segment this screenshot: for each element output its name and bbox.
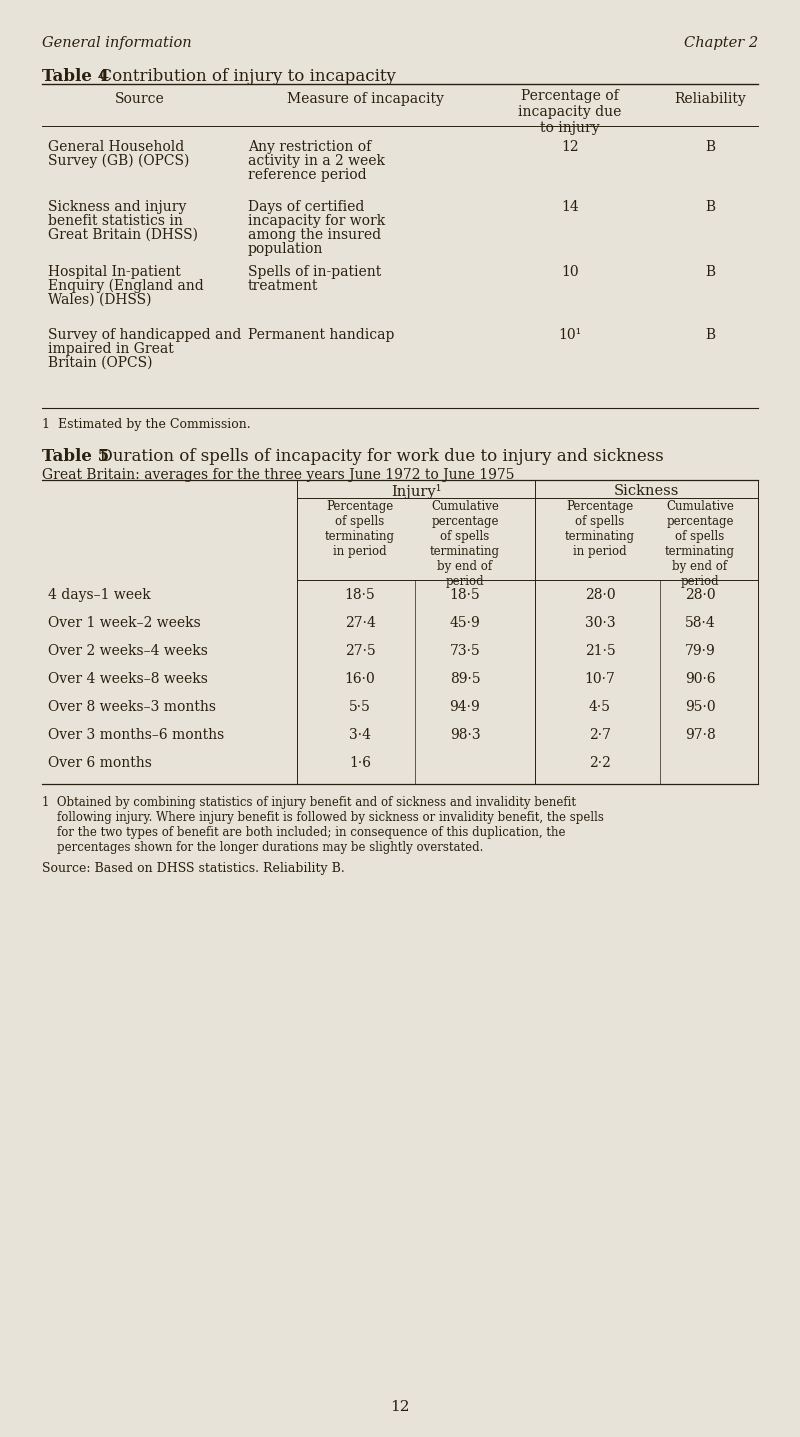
Text: 27·5: 27·5 bbox=[345, 644, 375, 658]
Text: Britain (OPCS): Britain (OPCS) bbox=[48, 356, 153, 369]
Text: Great Britain (DHSS): Great Britain (DHSS) bbox=[48, 228, 198, 241]
Text: 1  Obtained by combining statistics of injury benefit and of sickness and invali: 1 Obtained by combining statistics of in… bbox=[42, 796, 576, 809]
Text: 18·5: 18·5 bbox=[450, 588, 480, 602]
Text: 14: 14 bbox=[561, 200, 579, 214]
Text: Measure of incapacity: Measure of incapacity bbox=[286, 92, 443, 106]
Text: Survey of handicapped and: Survey of handicapped and bbox=[48, 328, 242, 342]
Text: B: B bbox=[705, 139, 715, 154]
Text: 98·3: 98·3 bbox=[450, 729, 480, 741]
Text: 12: 12 bbox=[561, 139, 579, 154]
Text: Wales) (DHSS): Wales) (DHSS) bbox=[48, 293, 151, 308]
Text: Over 4 weeks–8 weeks: Over 4 weeks–8 weeks bbox=[48, 673, 208, 685]
Text: 5·5: 5·5 bbox=[349, 700, 371, 714]
Text: reference period: reference period bbox=[248, 168, 366, 182]
Text: incapacity for work: incapacity for work bbox=[248, 214, 386, 228]
Text: treatment: treatment bbox=[248, 279, 318, 293]
Text: B: B bbox=[705, 264, 715, 279]
Text: 79·9: 79·9 bbox=[685, 644, 715, 658]
Text: Duration of spells of incapacity for work due to injury and sickness: Duration of spells of incapacity for wor… bbox=[89, 448, 664, 466]
Text: Enquiry (England and: Enquiry (England and bbox=[48, 279, 204, 293]
Text: 28·0: 28·0 bbox=[685, 588, 715, 602]
Text: 28·0: 28·0 bbox=[585, 588, 615, 602]
Text: activity in a 2 week: activity in a 2 week bbox=[248, 154, 385, 168]
Text: 3·4: 3·4 bbox=[349, 729, 371, 741]
Text: Spells of in-patient: Spells of in-patient bbox=[248, 264, 382, 279]
Text: 16·0: 16·0 bbox=[345, 673, 375, 685]
Text: 10: 10 bbox=[561, 264, 579, 279]
Text: 90·6: 90·6 bbox=[685, 673, 715, 685]
Text: 2·2: 2·2 bbox=[589, 756, 611, 770]
Text: Hospital In-patient: Hospital In-patient bbox=[48, 264, 181, 279]
Text: General information: General information bbox=[42, 36, 192, 50]
Text: Over 3 months–6 months: Over 3 months–6 months bbox=[48, 729, 224, 741]
Text: Sickness and injury: Sickness and injury bbox=[48, 200, 186, 214]
Text: 10¹: 10¹ bbox=[558, 328, 582, 342]
Text: Sickness: Sickness bbox=[614, 484, 679, 499]
Text: 12: 12 bbox=[390, 1400, 410, 1414]
Text: 18·5: 18·5 bbox=[345, 588, 375, 602]
Text: B: B bbox=[705, 328, 715, 342]
Text: Source: Based on DHSS statistics. Reliability B.: Source: Based on DHSS statistics. Reliab… bbox=[42, 862, 345, 875]
Text: Permanent handicap: Permanent handicap bbox=[248, 328, 394, 342]
Text: Over 6 months: Over 6 months bbox=[48, 756, 152, 770]
Text: 27·4: 27·4 bbox=[345, 616, 375, 629]
Text: 58·4: 58·4 bbox=[685, 616, 715, 629]
Text: Survey (GB) (OPCS): Survey (GB) (OPCS) bbox=[48, 154, 190, 168]
Text: Source: Source bbox=[115, 92, 165, 106]
Text: Over 8 weeks–3 months: Over 8 weeks–3 months bbox=[48, 700, 216, 714]
Text: Percentage
of spells
terminating
in period: Percentage of spells terminating in peri… bbox=[325, 500, 395, 558]
Text: impaired in Great: impaired in Great bbox=[48, 342, 174, 356]
Text: B: B bbox=[705, 200, 715, 214]
Text: Chapter 2: Chapter 2 bbox=[684, 36, 758, 50]
Text: 2·7: 2·7 bbox=[589, 729, 611, 741]
Text: 94·9: 94·9 bbox=[450, 700, 480, 714]
Text: for the two types of benefit are both included; in consequence of this duplicati: for the two types of benefit are both in… bbox=[42, 826, 566, 839]
Text: 10·7: 10·7 bbox=[585, 673, 615, 685]
Text: 89·5: 89·5 bbox=[450, 673, 480, 685]
Text: 1  Estimated by the Commission.: 1 Estimated by the Commission. bbox=[42, 418, 250, 431]
Text: benefit statistics in: benefit statistics in bbox=[48, 214, 183, 228]
Text: Table 5: Table 5 bbox=[42, 448, 109, 466]
Text: Cumulative
percentage
of spells
terminating
by end of
period: Cumulative percentage of spells terminat… bbox=[430, 500, 500, 588]
Text: among the insured: among the insured bbox=[248, 228, 381, 241]
Text: population: population bbox=[248, 241, 323, 256]
Text: following injury. Where injury benefit is followed by sickness or invalidity ben: following injury. Where injury benefit i… bbox=[42, 810, 604, 823]
Text: Over 2 weeks–4 weeks: Over 2 weeks–4 weeks bbox=[48, 644, 208, 658]
Text: Percentage of
incapacity due
to injury: Percentage of incapacity due to injury bbox=[518, 89, 622, 135]
Text: Over 1 week–2 weeks: Over 1 week–2 weeks bbox=[48, 616, 201, 629]
Text: Percentage
of spells
terminating
in period: Percentage of spells terminating in peri… bbox=[565, 500, 635, 558]
Text: Days of certified: Days of certified bbox=[248, 200, 364, 214]
Text: percentages shown for the longer durations may be slightly overstated.: percentages shown for the longer duratio… bbox=[42, 841, 483, 854]
Text: 30·3: 30·3 bbox=[585, 616, 615, 629]
Text: 4·5: 4·5 bbox=[589, 700, 611, 714]
Text: 97·8: 97·8 bbox=[685, 729, 715, 741]
Text: Reliability: Reliability bbox=[674, 92, 746, 106]
Text: 4 days–1 week: 4 days–1 week bbox=[48, 588, 150, 602]
Text: Cumulative
percentage
of spells
terminating
by end of
period: Cumulative percentage of spells terminat… bbox=[665, 500, 735, 588]
Text: 73·5: 73·5 bbox=[450, 644, 480, 658]
Text: 95·0: 95·0 bbox=[685, 700, 715, 714]
Text: 1·6: 1·6 bbox=[349, 756, 371, 770]
Text: 21·5: 21·5 bbox=[585, 644, 615, 658]
Text: Great Britain: averages for the three years June 1972 to June 1975: Great Britain: averages for the three ye… bbox=[42, 468, 514, 481]
Text: 45·9: 45·9 bbox=[450, 616, 480, 629]
Text: Table 4: Table 4 bbox=[42, 68, 109, 85]
Text: Any restriction of: Any restriction of bbox=[248, 139, 371, 154]
Text: Injury¹: Injury¹ bbox=[390, 484, 442, 499]
Text: Contribution of injury to incapacity: Contribution of injury to incapacity bbox=[89, 68, 396, 85]
Text: General Household: General Household bbox=[48, 139, 184, 154]
